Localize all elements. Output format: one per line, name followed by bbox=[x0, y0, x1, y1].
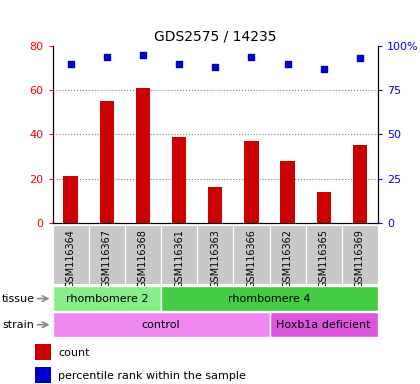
Bar bbox=[353, 146, 367, 223]
Point bbox=[67, 61, 74, 67]
Bar bbox=[52, 312, 270, 337]
Text: control: control bbox=[142, 319, 180, 330]
Text: GSM116364: GSM116364 bbox=[66, 229, 76, 288]
Bar bbox=[89, 225, 125, 284]
Point bbox=[212, 64, 219, 70]
Bar bbox=[52, 225, 89, 284]
Bar bbox=[35, 367, 51, 383]
Text: GSM116369: GSM116369 bbox=[355, 229, 365, 288]
Bar bbox=[63, 176, 78, 223]
Bar bbox=[197, 225, 234, 284]
Text: GSM116361: GSM116361 bbox=[174, 229, 184, 288]
Bar bbox=[244, 141, 259, 223]
Text: GSM116365: GSM116365 bbox=[319, 229, 329, 288]
Point bbox=[357, 55, 363, 61]
Text: GSM116368: GSM116368 bbox=[138, 229, 148, 288]
Point bbox=[139, 52, 146, 58]
Text: GSM116366: GSM116366 bbox=[247, 229, 257, 288]
Bar bbox=[270, 225, 306, 284]
Text: percentile rank within the sample: percentile rank within the sample bbox=[58, 371, 246, 381]
Text: rhombomere 4: rhombomere 4 bbox=[228, 293, 311, 304]
Text: rhombomere 2: rhombomere 2 bbox=[66, 293, 148, 304]
Bar bbox=[306, 225, 342, 284]
Point bbox=[284, 61, 291, 67]
Text: Hoxb1a deficient: Hoxb1a deficient bbox=[276, 319, 371, 330]
Text: tissue: tissue bbox=[2, 293, 35, 304]
Title: GDS2575 / 14235: GDS2575 / 14235 bbox=[154, 30, 276, 43]
Bar bbox=[161, 286, 378, 311]
Point bbox=[320, 66, 327, 72]
Point bbox=[176, 61, 182, 67]
Bar bbox=[270, 312, 378, 337]
Bar bbox=[172, 137, 186, 223]
Text: GSM116367: GSM116367 bbox=[102, 229, 112, 288]
Bar bbox=[35, 344, 51, 360]
Point bbox=[248, 54, 255, 60]
Point bbox=[103, 54, 110, 60]
Text: GSM116362: GSM116362 bbox=[283, 229, 293, 288]
Bar bbox=[234, 225, 270, 284]
Bar bbox=[136, 88, 150, 223]
Text: count: count bbox=[58, 348, 90, 358]
Bar bbox=[52, 286, 161, 311]
Bar bbox=[100, 101, 114, 223]
Bar bbox=[125, 225, 161, 284]
Bar bbox=[317, 192, 331, 223]
Bar bbox=[161, 225, 197, 284]
Text: strain: strain bbox=[2, 319, 34, 330]
Bar bbox=[208, 187, 223, 223]
Bar bbox=[281, 161, 295, 223]
Text: GSM116363: GSM116363 bbox=[210, 229, 220, 288]
Bar bbox=[342, 225, 378, 284]
